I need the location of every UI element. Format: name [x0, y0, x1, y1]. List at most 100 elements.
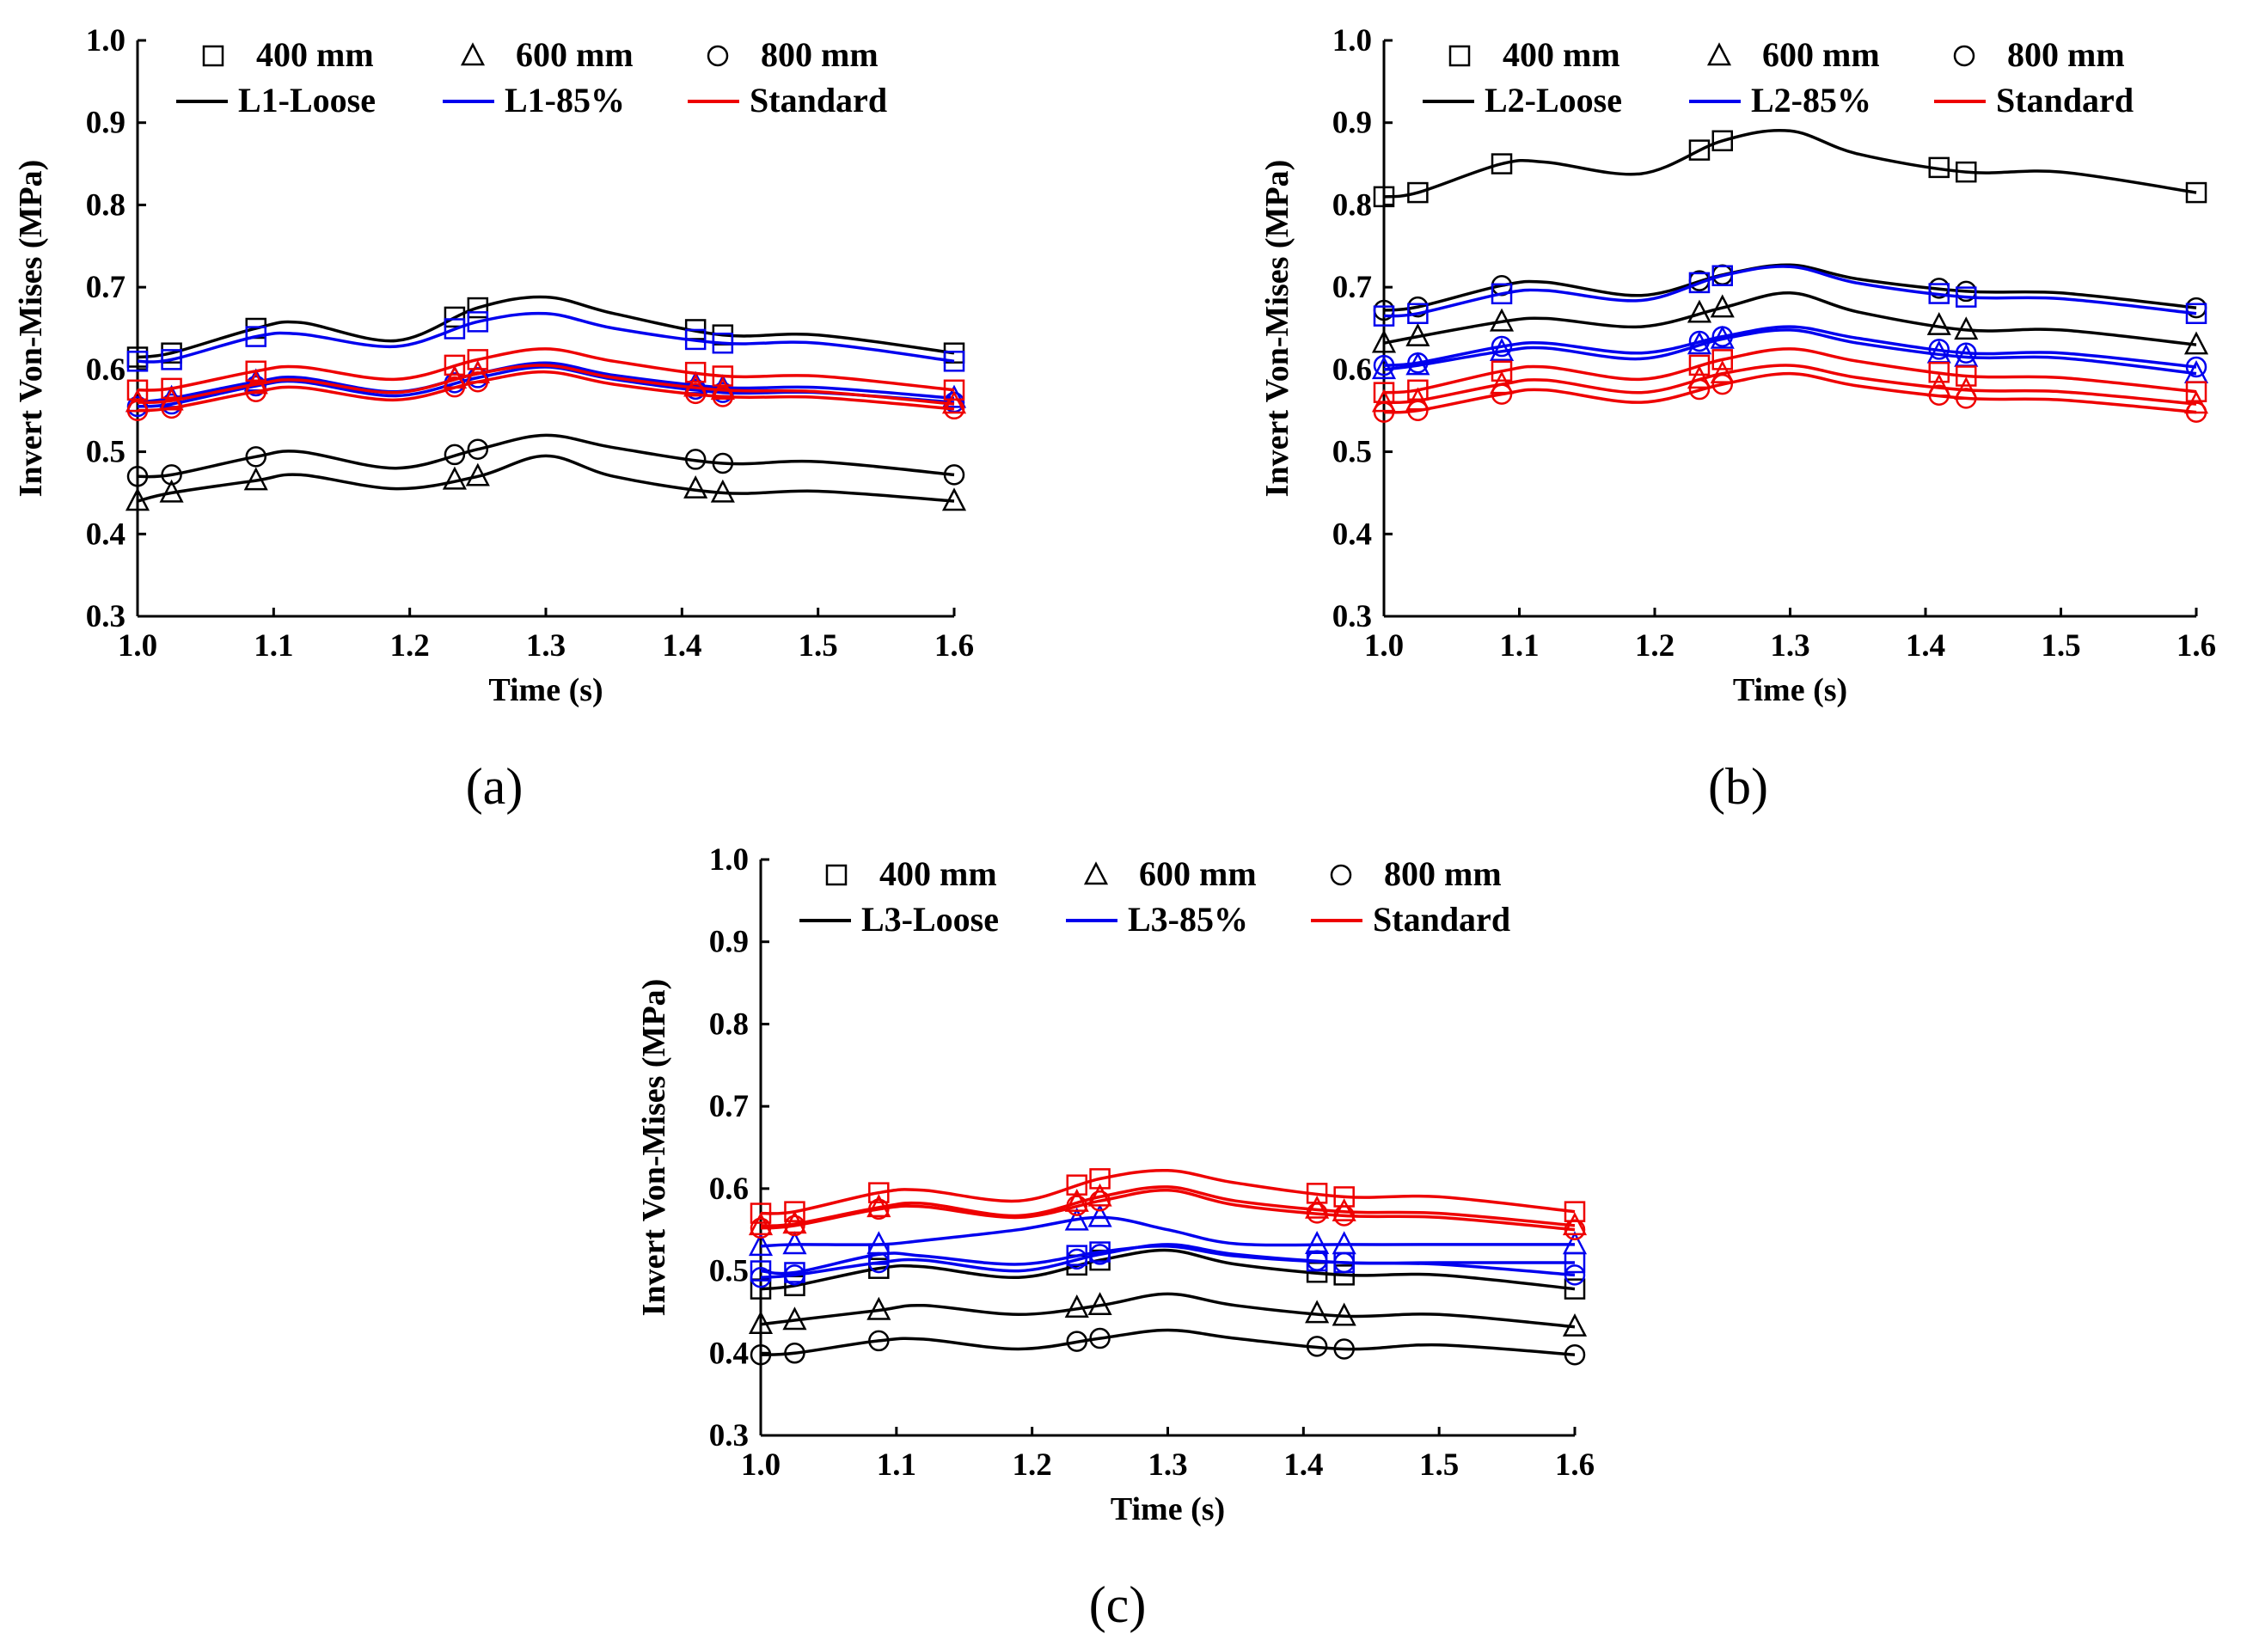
circle-marker — [1306, 1250, 1328, 1271]
y-tick-label: 0.4 — [86, 517, 126, 552]
square-marker — [444, 306, 466, 328]
square-marker — [712, 365, 734, 387]
square-marker — [943, 351, 965, 372]
circle-marker — [750, 1343, 772, 1366]
square-marker — [784, 1201, 805, 1222]
circle-marker — [750, 1217, 772, 1239]
circle-marker — [1564, 1343, 1586, 1366]
legend-marker-label: 400 mm — [256, 35, 374, 74]
y-tick-label: 0.6 — [709, 1172, 749, 1207]
triangle-marker — [125, 389, 150, 413]
y-tick-label: 1.0 — [1332, 23, 1372, 58]
panel-label: (c) — [1089, 1576, 1147, 1633]
triangle-marker — [243, 467, 268, 491]
x-tick-label: 1.3 — [1148, 1447, 1187, 1483]
circle-marker — [1711, 373, 1733, 395]
x-tick-label: 1.2 — [390, 628, 430, 664]
legend-line-label: L2-Loose — [1485, 81, 1622, 119]
legend-marker-label: 400 mm — [1503, 35, 1620, 74]
triangle-marker — [1305, 1231, 1330, 1254]
triangle-marker — [1687, 299, 1712, 323]
triangle-marker — [2183, 331, 2209, 355]
circle-marker — [1066, 1195, 1088, 1216]
circle-marker — [684, 449, 707, 470]
y-tick-label: 0.3 — [1332, 599, 1372, 634]
square-marker — [1373, 186, 1395, 208]
circle-marker — [126, 466, 149, 487]
legend-line-label: L3-Loose — [861, 900, 999, 939]
y-axis-label: Invert Von-Mises (MPa) — [636, 979, 672, 1317]
triangle-marker — [782, 1231, 807, 1255]
circle-marker — [1407, 400, 1429, 421]
legend-marker-label: 600 mm — [1139, 854, 1257, 893]
square-marker — [1688, 139, 1711, 161]
triangle-marker — [941, 384, 967, 408]
circle-marker — [684, 382, 707, 405]
circle-marker — [868, 1330, 890, 1352]
triangle-marker — [941, 487, 967, 511]
circle-marker — [1688, 330, 1711, 352]
x-tick-label: 1.6 — [2177, 628, 2216, 664]
legend-marker-label: 600 mm — [516, 35, 634, 74]
legend-line-label: L3-85% — [1128, 900, 1248, 939]
y-tick-label: 0.7 — [86, 270, 126, 305]
circle-marker — [1491, 383, 1513, 405]
triangle-marker — [1489, 308, 1515, 332]
x-axis-label: Time (s) — [1111, 1491, 1225, 1527]
square-marker — [1711, 130, 1733, 152]
square-marker — [868, 1257, 890, 1279]
triangle-marker — [1405, 322, 1430, 346]
legend: 400 mm 600 mm 800 mm L3-Loose L3-85% Standard — [799, 854, 1510, 939]
circle-marker — [750, 1266, 772, 1288]
series-markers — [126, 349, 965, 401]
circle-marker — [1711, 326, 1733, 347]
y-tick-label: 0.6 — [1332, 352, 1372, 388]
circle-marker — [1066, 1248, 1088, 1270]
triangle-marker — [866, 1296, 891, 1320]
circle-marker — [712, 452, 734, 474]
y-tick-label: 0.4 — [1332, 517, 1372, 552]
series-markers — [1373, 130, 2207, 208]
circle-marker — [1089, 1244, 1111, 1265]
series-line — [760, 1185, 1576, 1227]
square-marker — [1564, 1278, 1586, 1300]
series-markers — [126, 438, 965, 487]
series-markers — [1373, 349, 2207, 403]
square-marker — [1956, 286, 1977, 308]
series-group — [1371, 128, 2209, 423]
circle-marker — [1373, 401, 1395, 423]
triangle-marker — [1305, 1195, 1330, 1219]
y-tick-label: 1.0 — [86, 23, 126, 58]
triangle-marker — [1087, 1292, 1112, 1316]
legend-line-label: Standard — [750, 81, 887, 119]
legend-marker-label: 800 mm — [2007, 35, 2125, 74]
circle-marker — [712, 386, 734, 407]
triangle-marker — [782, 1210, 807, 1234]
circle-marker — [2185, 356, 2207, 378]
y-tick-label: 0.9 — [709, 925, 749, 960]
series-line — [137, 454, 955, 503]
x-tick-label: 1.2 — [1635, 628, 1675, 664]
legend: 400 mm 600 mm 800 mm L2-Loose L2-85% Standard — [1423, 35, 2134, 119]
y-tick-label: 0.3 — [709, 1418, 749, 1453]
square-marker — [1928, 283, 1950, 304]
square-marker — [1956, 161, 1977, 183]
legend: 400 mm 600 mm 800 mm L1-Loose L1-85% Standard — [176, 35, 887, 119]
square-marker — [444, 318, 466, 340]
x-tick-label: 1.5 — [2041, 628, 2080, 664]
square-marker — [750, 1202, 772, 1224]
series-markers — [750, 1190, 1586, 1240]
triangle-marker — [1562, 1312, 1588, 1337]
square-marker — [467, 297, 489, 319]
x-tick-label: 1.0 — [118, 628, 157, 664]
y-tick-label: 1.0 — [709, 842, 749, 878]
series-markers — [1371, 294, 2209, 355]
circle-marker — [1956, 388, 1977, 409]
x-tick-label: 1.5 — [799, 628, 838, 664]
panel-label: (a) — [466, 758, 523, 815]
triangle-marker — [941, 390, 967, 414]
legend-marker-label: 400 mm — [879, 854, 997, 893]
circle-marker — [784, 1215, 805, 1237]
circle-marker — [1066, 1331, 1088, 1352]
triangle-marker — [866, 1194, 891, 1218]
